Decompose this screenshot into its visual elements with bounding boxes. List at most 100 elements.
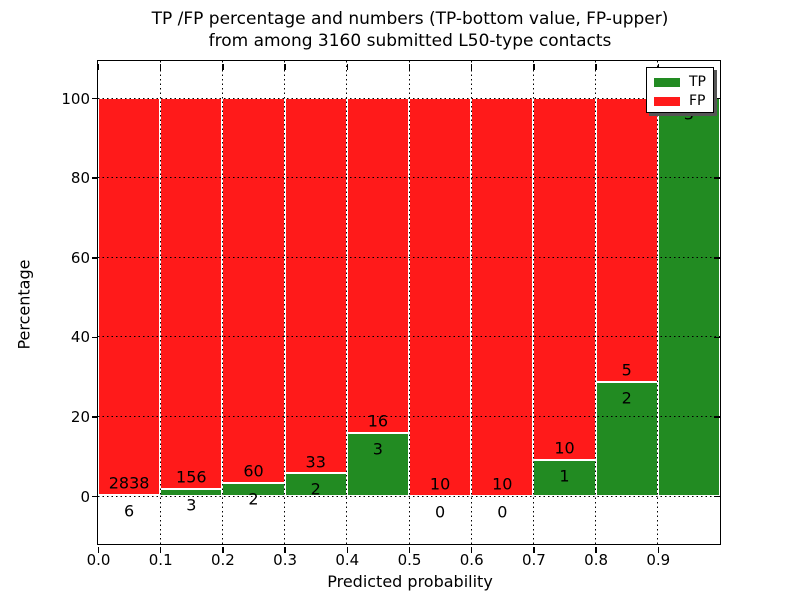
bar-fp-0.4 xyxy=(346,98,409,434)
x-tick-top xyxy=(470,63,473,70)
tp-count-label: 3 xyxy=(372,439,383,459)
gridline-x-0.8 xyxy=(595,61,597,544)
legend-row-fp: FP xyxy=(654,93,713,109)
x-tick-bottom xyxy=(595,546,597,553)
bar-fp-0.2 xyxy=(222,98,285,484)
tp-count-label: 1 xyxy=(559,466,570,486)
y-tick-left xyxy=(91,336,98,339)
x-tick-bottom xyxy=(159,546,162,553)
legend: TP FP xyxy=(646,67,714,113)
x-tick-label: 0.0 xyxy=(86,551,111,569)
bar-fp-0.0 xyxy=(98,98,161,496)
x-tick-top xyxy=(533,63,535,70)
fp-count-label: 60 xyxy=(243,461,264,481)
gridline-y-100 xyxy=(98,97,720,99)
y-tick-label: 40 xyxy=(70,328,90,347)
legend-row-tp: TP xyxy=(654,74,713,90)
y-tick-left xyxy=(91,97,98,100)
y-tick-left xyxy=(91,257,98,259)
x-tick-label: 0.8 xyxy=(584,551,609,569)
tp-count-label: 3 xyxy=(186,495,197,515)
y-tick-label: 80 xyxy=(70,169,90,188)
fp-count-label: 16 xyxy=(367,411,389,431)
bar-tp-0.7 xyxy=(533,460,596,497)
x-tick-label: 0.3 xyxy=(273,551,298,569)
y-tick-left xyxy=(91,495,98,498)
tp-count-label: 2 xyxy=(248,489,259,509)
y-tick-label: 100 xyxy=(61,89,90,108)
x-tick-bottom xyxy=(657,546,660,553)
bar-tp-0.8 xyxy=(595,382,658,497)
tp-count-label: 2 xyxy=(310,479,321,499)
bar-tp-0.9 xyxy=(657,98,720,497)
chart-title-line1: TP /FP percentage and numbers (TP-bottom… xyxy=(151,9,669,29)
chart-title-line2: from among 3160 submitted L50-type conta… xyxy=(208,31,612,51)
x-tick-top xyxy=(408,63,411,70)
y-tick-right xyxy=(713,97,720,100)
tp-count-label: 6 xyxy=(124,501,135,521)
x-axis-label: Predicted probability xyxy=(327,572,493,591)
y-tick-right xyxy=(713,495,720,498)
gridline-y-60 xyxy=(98,256,720,258)
x-tick-top xyxy=(97,63,100,70)
fp-count-label: 10 xyxy=(492,474,513,494)
x-tick-bottom xyxy=(222,546,224,553)
x-tick-bottom xyxy=(470,546,473,553)
fp-count-label: 10 xyxy=(429,474,451,494)
tp-count-label: 2 xyxy=(621,388,632,408)
y-tick-label: 0 xyxy=(80,487,90,506)
bar-fp-0.1 xyxy=(160,98,223,489)
y-tick-right xyxy=(713,257,720,259)
x-tick-bottom xyxy=(346,546,349,553)
x-tick-top xyxy=(159,63,162,70)
gridline-y-80 xyxy=(98,177,720,179)
bar-fp-0.7 xyxy=(533,98,596,460)
tp-color-swatch xyxy=(654,77,680,87)
y-axis-label: Percentage xyxy=(14,259,34,350)
bar-fp-0.3 xyxy=(284,98,347,474)
x-tick-top xyxy=(284,63,286,70)
bar-fp-0.8 xyxy=(595,98,658,383)
bar-fp-0.6 xyxy=(471,98,534,497)
x-tick-top xyxy=(222,63,224,70)
tp-count-label: 3 xyxy=(683,104,694,124)
gridline-x-0.4 xyxy=(346,61,348,544)
tp-count-label: 0 xyxy=(435,502,446,522)
fp-count-label: 33 xyxy=(305,452,326,472)
y-tick-right xyxy=(713,177,720,179)
fp-count-label: 5 xyxy=(621,360,632,380)
gridline-x-0.3 xyxy=(284,61,286,544)
y-tick-right xyxy=(713,416,720,418)
x-tick-label: 0.9 xyxy=(646,551,671,569)
x-tick-top xyxy=(595,63,597,70)
x-tick-bottom xyxy=(533,546,535,553)
x-tick-label: 0.2 xyxy=(210,551,235,569)
gridline-y-20 xyxy=(98,416,720,418)
x-tick-bottom xyxy=(408,546,411,553)
x-tick-label: 0.6 xyxy=(459,551,484,569)
x-tick-label: 0.5 xyxy=(397,551,422,569)
x-tick-top xyxy=(346,63,349,70)
fp-count-label: 10 xyxy=(554,438,575,458)
legend-label-fp: FP xyxy=(689,93,706,109)
gridline-y-0 xyxy=(98,495,720,497)
fp-color-swatch xyxy=(654,96,680,106)
y-tick-left xyxy=(91,416,98,418)
gridline-x-0.2 xyxy=(221,61,223,544)
x-tick-label: 0.1 xyxy=(148,551,173,569)
gridline-y-40 xyxy=(98,336,720,338)
x-tick-top xyxy=(657,63,660,70)
gridline-x-0.6 xyxy=(470,61,472,544)
plot-area: 2838615636023321631001001015203 xyxy=(97,60,721,545)
tp-count-label: 0 xyxy=(497,502,508,522)
fp-count-label: 2838 xyxy=(108,473,150,493)
x-tick-label: 0.4 xyxy=(335,551,360,569)
y-tick-label: 60 xyxy=(70,248,90,267)
y-tick-right xyxy=(713,336,720,339)
legend-label-tp: TP xyxy=(689,74,706,90)
x-tick-bottom xyxy=(284,546,286,553)
x-tick-label: 0.7 xyxy=(521,551,546,569)
x-tick-bottom xyxy=(97,546,100,553)
gridline-x-0.5 xyxy=(408,61,410,544)
